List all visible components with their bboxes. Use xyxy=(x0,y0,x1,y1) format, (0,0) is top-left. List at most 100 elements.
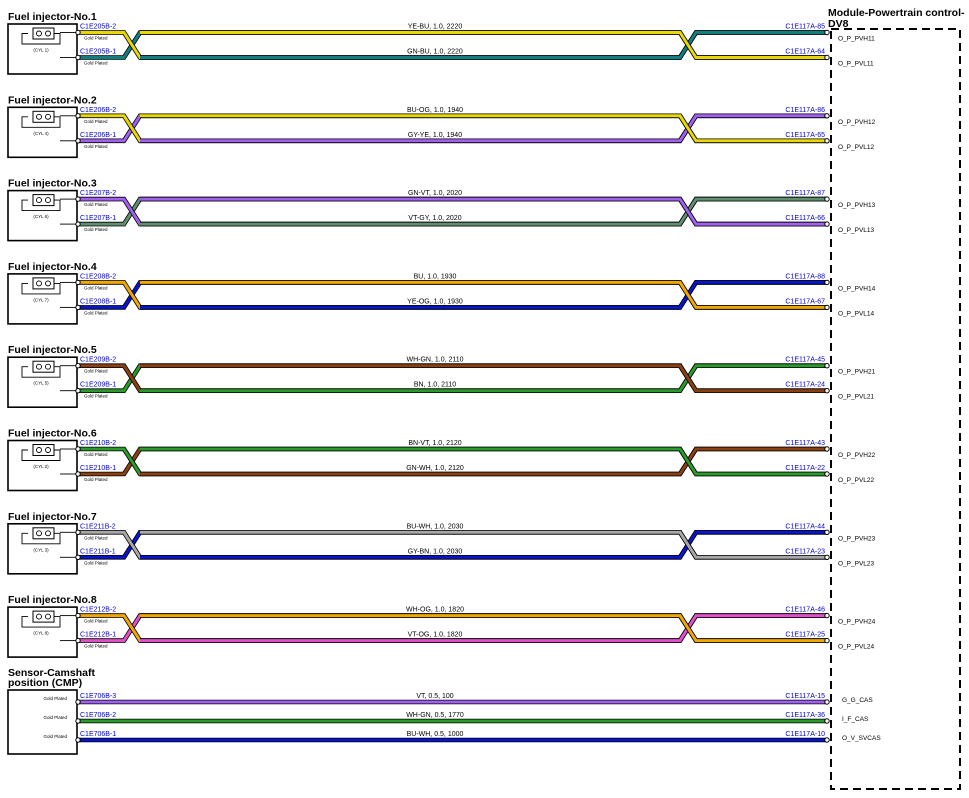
plating-label: Gold Plated xyxy=(84,144,108,149)
plating-label: Gold Plated xyxy=(84,227,108,232)
wire-strip-top-mid xyxy=(140,197,827,226)
wire-strip-low-mid xyxy=(140,530,827,559)
right-terminal xyxy=(824,388,830,394)
signal-label: O_P_PVL22 xyxy=(838,477,875,484)
injector-1: Fuel injector-No.1 (CYL 1) C1E205B-2 Gold P… xyxy=(7,11,875,75)
right-terminal xyxy=(824,718,830,724)
signal-label: O_V_SVCAS xyxy=(842,735,881,742)
wire-strip-top-mid-outline xyxy=(140,530,827,560)
pin-label-left: C1E208B-1 xyxy=(80,298,116,305)
connector-pin-b xyxy=(45,447,51,453)
pin-label-left: C1E206B-1 xyxy=(80,132,116,139)
connector-pin-b xyxy=(45,363,51,370)
pin-label-left: C1E211B-1 xyxy=(80,548,116,555)
signal-label: O_P_PVH12 xyxy=(838,119,876,126)
wire-strip-top-mid xyxy=(140,447,827,476)
signal-label: O_P_PVL14 xyxy=(838,310,875,317)
cylinder-label: (CYL 5) xyxy=(33,381,49,386)
pin-label-left: C1E210B-1 xyxy=(80,465,116,472)
cylinder-label: (CYL 6) xyxy=(33,214,49,219)
pin-label-right: C1E117A-88 xyxy=(785,273,825,280)
wire-strip-low-mid-outline xyxy=(140,30,827,60)
wire-strip-low-mid xyxy=(140,447,827,476)
cylinder-label: (CYL 3) xyxy=(33,547,49,552)
injector-coil-trace xyxy=(21,616,61,628)
injector-box xyxy=(7,439,78,492)
right-terminal xyxy=(824,363,830,369)
pin-label-left: C1E209B-1 xyxy=(80,382,116,389)
wire-strip-top-mid xyxy=(140,614,827,643)
injector-title: Fuel injector-No.5 xyxy=(8,344,97,356)
wire-strip-low-mid xyxy=(140,280,827,309)
signal-label: O_P_PVH24 xyxy=(838,619,876,626)
connector-pin-a xyxy=(36,113,42,120)
injector-4: Fuel injector-No.4 (CYL 7) C1E208B-2 Gold P… xyxy=(7,261,876,325)
right-terminal xyxy=(824,446,830,452)
injector-title: Fuel injector-No.7 xyxy=(8,511,97,523)
connector-pin-a xyxy=(36,280,42,287)
wire-label: VT, 0.5, 100 xyxy=(416,693,453,700)
plating-label: Gold Plated xyxy=(84,310,108,315)
pin-label-left: C1E211B-2 xyxy=(80,523,116,530)
left-terminal xyxy=(75,737,81,743)
wire-strip-top-mid-outline xyxy=(140,446,827,477)
wire-strip-top-mid xyxy=(140,364,827,393)
wire-strip-low-mid-outline xyxy=(140,530,827,560)
right-terminal xyxy=(824,554,830,560)
cylinder-label: (CYL 2) xyxy=(33,464,49,469)
signal-label: O_P_PVL24 xyxy=(838,644,875,651)
wire-strip-top-mid-outline xyxy=(140,30,827,60)
signal-label: O_P_PVH23 xyxy=(838,535,876,542)
left-terminal xyxy=(75,304,81,311)
injector-box xyxy=(7,356,78,409)
injector-box xyxy=(7,606,78,658)
injector-box xyxy=(7,23,78,75)
injector-8: Fuel injector-No.8 (CYL 8) C1E212B-2 Gold P… xyxy=(7,594,876,658)
pin-label-left: C1E706B-2 xyxy=(80,712,116,719)
pin-label-right: C1E117A-66 xyxy=(785,215,825,222)
injector-coil-trace xyxy=(21,116,61,128)
pin-label-right: C1E117A-64 xyxy=(785,49,825,56)
connector-pin-b xyxy=(45,530,51,537)
injector-title: Fuel injector-No.4 xyxy=(8,261,97,273)
wire-label: VT-OG, 1.0, 1820 xyxy=(408,632,463,639)
wire-strip-low-mid-outline xyxy=(140,196,827,227)
injector-5: Fuel injector-No.5 (CYL 5) C1E209B-2 Gold P… xyxy=(7,344,876,409)
wire-label: GY-BN, 1.0, 2030 xyxy=(408,548,463,555)
right-terminal xyxy=(824,471,830,477)
left-terminal xyxy=(75,29,81,36)
wire-strip-top-mid xyxy=(140,31,827,59)
right-terminal xyxy=(824,221,830,227)
injector-7: Fuel injector-No.7 (CYL 3) C1E211B-2 Gold P… xyxy=(7,511,876,575)
left-terminal xyxy=(75,388,81,394)
left-terminal xyxy=(75,54,81,61)
right-terminal xyxy=(824,304,830,311)
injector-coil-trace xyxy=(21,532,61,545)
pin-label-right: C1E117A-24 xyxy=(785,382,825,389)
injector-title: Fuel injector-No.8 xyxy=(8,594,97,606)
wire-label: GN-WH, 1.0, 2120 xyxy=(406,465,464,472)
pin-label-right: C1E117A-44 xyxy=(785,523,825,530)
connector-pin-b xyxy=(45,197,51,204)
plating-label: Gold Plated xyxy=(43,715,67,720)
signal-label: O_P_PVL21 xyxy=(838,394,875,401)
injector-box xyxy=(7,106,78,159)
left-terminal xyxy=(75,471,81,477)
plating-label: Gold Plated xyxy=(84,202,108,207)
left-terminal xyxy=(75,554,81,560)
plating-label: Gold Plated xyxy=(84,477,108,482)
right-terminal xyxy=(824,737,830,743)
pin-label-left: C1E205B-2 xyxy=(80,24,116,31)
pin-label-right: C1E117A-67 xyxy=(785,298,825,305)
sensor-title-line2: position (CMP) xyxy=(8,677,82,689)
pin-label-left: C1E706B-1 xyxy=(80,731,116,738)
wire-label: GY-YE, 1.0, 1940 xyxy=(408,132,462,139)
pin-label-right: C1E117A-25 xyxy=(785,632,825,639)
signal-label: O_P_PVL12 xyxy=(838,144,875,151)
right-terminal xyxy=(824,612,830,619)
wire-strip-low-mid-outline xyxy=(140,613,827,643)
pin-label-right: C1E117A-43 xyxy=(785,440,825,447)
left-terminal xyxy=(75,221,81,227)
wire-strip-low-mid xyxy=(140,114,827,143)
left-terminal xyxy=(75,637,81,644)
